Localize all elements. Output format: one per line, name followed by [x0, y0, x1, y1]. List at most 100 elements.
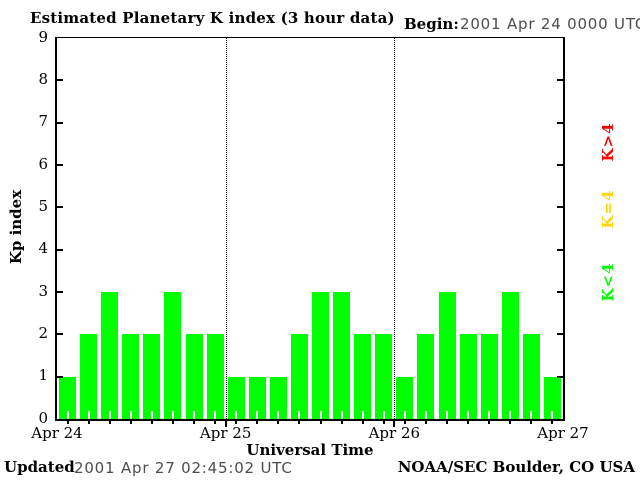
begin-label: Begin:: [404, 15, 459, 33]
kp-bar: [480, 334, 498, 419]
hour-tick: [446, 420, 449, 424]
hour-tick-white: [171, 411, 174, 419]
x-tick-label: Apr 25: [199, 424, 252, 442]
hour-tick: [340, 420, 343, 424]
kp-bar: [396, 376, 414, 419]
hour-tick-white: [340, 411, 343, 419]
y-tick-mark: [57, 206, 63, 209]
x-tick-label: Apr 24: [31, 424, 83, 442]
y-tick-mark: [557, 248, 563, 251]
hour-tick-white: [382, 411, 385, 419]
kp-bar: [59, 376, 77, 419]
y-tick-mark: [557, 206, 563, 209]
hour-tick-white: [87, 411, 90, 419]
legend-item: K<4: [599, 262, 617, 302]
hour-tick: [467, 420, 470, 424]
hour-tick: [66, 420, 69, 424]
hour-tick: [193, 420, 196, 424]
hour-tick-white: [509, 411, 512, 419]
kp-bar: [227, 376, 245, 419]
x-axis-title: Universal Time: [246, 441, 374, 459]
hour-tick: [214, 420, 217, 424]
kp-bar: [543, 376, 561, 419]
kp-bar: [290, 334, 308, 419]
kp-bar: [438, 292, 456, 419]
y-tick-mark: [57, 375, 63, 378]
kp-bar: [459, 334, 477, 419]
day-tick: [224, 420, 227, 427]
hour-tick: [150, 420, 153, 424]
hour-tick-white: [298, 411, 301, 419]
hour-tick-white: [424, 411, 427, 419]
hour-tick-white: [467, 411, 470, 419]
y-tick-mark: [557, 164, 563, 166]
y-tick-mark: [557, 291, 563, 293]
kp-bar: [417, 334, 435, 419]
hour-tick-white: [361, 411, 364, 419]
legend-item: K>4: [599, 122, 617, 162]
updated-label: Updated: [4, 458, 75, 476]
x-tick-label: Apr 27: [537, 424, 589, 442]
kp-bar: [101, 292, 119, 419]
kp-bar: [164, 292, 182, 419]
hour-tick-white: [129, 411, 132, 419]
kp-bar: [185, 334, 203, 419]
hour-tick: [256, 420, 259, 424]
hour-tick-white: [530, 411, 533, 419]
y-tick-mark: [557, 121, 563, 124]
y-tick-label: 8: [38, 69, 48, 88]
plot-area: [55, 37, 565, 421]
y-tick-label: 1: [38, 366, 48, 385]
hour-tick-white: [403, 411, 406, 419]
y-tick-label: 3: [38, 281, 48, 300]
hour-tick: [382, 420, 385, 424]
begin-value: 2001 Apr 24 0000 UTC: [460, 15, 640, 33]
hour-tick: [277, 420, 280, 424]
hour-tick-white: [66, 411, 69, 419]
x-tick-label: Apr 26: [368, 424, 421, 442]
hour-tick: [235, 420, 238, 424]
hour-tick-white: [193, 411, 196, 419]
hour-tick: [361, 420, 364, 424]
hour-tick: [129, 420, 132, 424]
hour-tick: [509, 420, 512, 424]
hour-tick: [108, 420, 111, 424]
hour-tick-white: [551, 411, 554, 419]
y-tick-mark: [57, 164, 63, 166]
kp-bar: [80, 334, 98, 419]
y-tick-mark: [57, 121, 63, 124]
hour-tick-white: [108, 411, 111, 419]
hour-tick: [171, 420, 174, 424]
day-boundary-gridline: [225, 38, 227, 419]
hour-tick-white: [446, 411, 449, 419]
hour-tick: [488, 420, 491, 424]
hour-tick: [551, 420, 554, 424]
hour-tick-white: [256, 411, 259, 419]
y-tick-label: 7: [38, 112, 48, 131]
kp-bar: [333, 292, 351, 419]
y-tick-mark: [57, 79, 63, 82]
hour-tick-white: [319, 411, 322, 419]
kp-bar: [522, 334, 540, 419]
chart-title: Estimated Planetary K index (3 hour data…: [30, 9, 395, 27]
kp-bar: [269, 376, 287, 419]
hour-tick: [87, 420, 90, 424]
hour-tick-white: [150, 411, 153, 419]
hour-tick-white: [235, 411, 238, 419]
kp-bar: [354, 334, 372, 419]
kp-bar: [122, 334, 140, 419]
hour-tick: [319, 420, 322, 424]
updated-timestamp: 2001 Apr 27 02:45:02 UTC: [74, 459, 293, 477]
y-tick-mark: [57, 333, 63, 336]
y-tick-mark: [57, 291, 63, 293]
y-tick-label: 0: [38, 408, 48, 427]
y-tick-mark: [57, 248, 63, 251]
y-tick-mark: [557, 375, 563, 378]
kp-bar: [206, 334, 224, 419]
credit-text: NOAA/SEC Boulder, CO USA: [397, 458, 635, 476]
y-tick-mark: [557, 79, 563, 82]
kp-bar: [248, 376, 266, 419]
hour-tick: [530, 420, 533, 424]
hour-tick-white: [214, 411, 217, 419]
